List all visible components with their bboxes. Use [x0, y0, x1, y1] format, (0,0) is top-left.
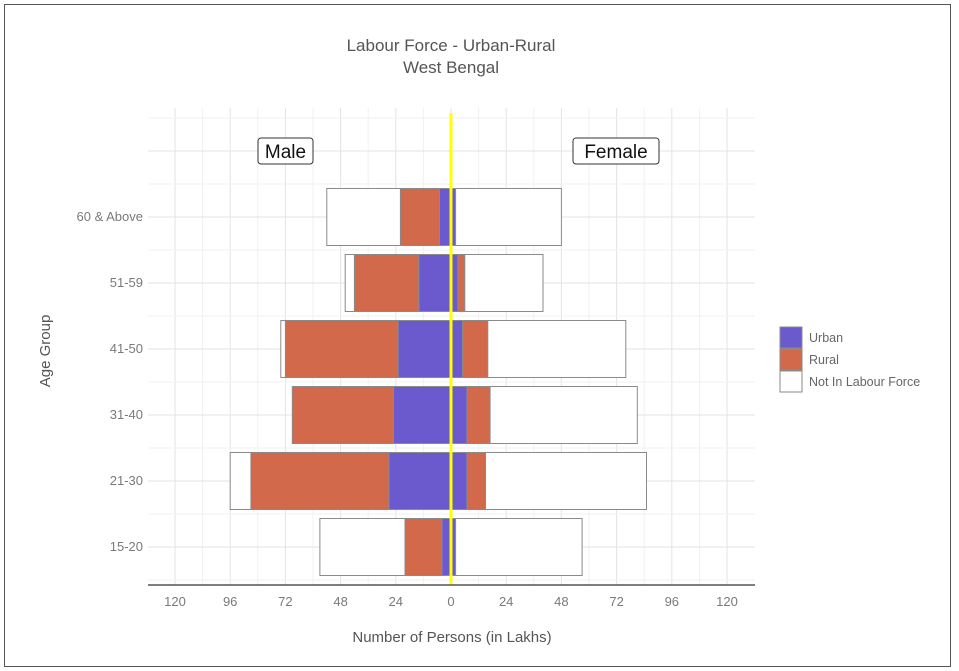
bar-male-urban: [397, 320, 452, 378]
y-tick-label: 15-20: [110, 539, 143, 554]
legend-label: Urban: [809, 331, 843, 345]
chart-title: Labour Force - Urban-Rural: [347, 36, 556, 55]
x-tick-label: 24: [389, 594, 403, 609]
bar-female-not-in-labour-force: [485, 452, 647, 510]
y-tick-label: 51-59: [110, 275, 143, 290]
bar-female-rural: [462, 320, 489, 378]
y-axis-title: Age Group: [37, 315, 54, 388]
x-tick-label: 48: [333, 594, 347, 609]
x-tick-label: 24: [499, 594, 513, 609]
legend-swatch: [779, 348, 803, 371]
population-pyramid-chart: Labour Force - Urban-Rural West Bengal 1…: [37, 36, 920, 646]
y-tick-label: 31-40: [110, 407, 143, 422]
legend-label: Not In Labour Force: [809, 375, 920, 389]
bar-male-urban: [388, 452, 452, 510]
bar-male-not-in-labour-force: [229, 452, 252, 510]
male-label: Male: [265, 142, 306, 163]
legend: Urban Rural Not In Labour Force: [779, 326, 920, 393]
bar-female-urban: [450, 320, 463, 378]
chart-frame: Labour Force - Urban-Rural West Bengal 1…: [4, 4, 951, 667]
bar-female-urban: [450, 452, 468, 510]
bar-female-not-in-labour-force: [487, 320, 627, 378]
bar-female-not-in-labour-force: [455, 188, 562, 246]
bar-male-rural: [353, 254, 420, 312]
female-label: Female: [584, 142, 647, 163]
bar-female-rural: [466, 386, 491, 444]
chart-subtitle: West Bengal: [403, 58, 499, 77]
bar-male-rural: [284, 320, 399, 378]
y-tick-label: 60 & Above: [77, 209, 144, 224]
x-tick-label: 0: [447, 594, 454, 609]
y-tick-label: 21-30: [110, 473, 143, 488]
legend-label: Rural: [809, 353, 839, 367]
female-panel-label: Female: [572, 137, 660, 165]
y-tick-label: 41-50: [110, 341, 143, 356]
bar-female-not-in-labour-force: [455, 518, 583, 576]
bars: [229, 188, 647, 576]
bar-female-urban: [450, 386, 468, 444]
bar-female-not-in-labour-force: [464, 254, 544, 312]
bar-female-not-in-labour-force: [489, 386, 638, 444]
x-tick-label: 96: [665, 594, 679, 609]
bar-male-rural: [291, 386, 394, 444]
legend-swatch: [779, 370, 803, 393]
x-tick-label: 72: [609, 594, 623, 609]
x-tick-label: 120: [716, 594, 738, 609]
x-tick-label: 72: [278, 594, 292, 609]
axes: 15-20 21-30 31-40 41-50 51-59 60 & Above 120 96…: [77, 113, 755, 609]
male-panel-label: Male: [257, 137, 314, 165]
bar-male-urban: [439, 188, 452, 246]
bar-male-not-in-labour-force: [319, 518, 406, 576]
x-tick-label: 96: [223, 594, 237, 609]
bar-male-rural: [399, 188, 440, 246]
legend-swatch: [779, 326, 803, 349]
bar-male-not-in-labour-force: [344, 254, 355, 312]
bar-male-rural: [250, 452, 390, 510]
bar-female-rural: [457, 254, 466, 312]
x-tick-label: 48: [554, 594, 568, 609]
bar-female-rural: [466, 452, 487, 510]
x-tick-label: 120: [164, 594, 186, 609]
bar-male-not-in-labour-force: [280, 320, 286, 378]
bar-male-urban: [418, 254, 452, 312]
bar-male-rural: [404, 518, 443, 576]
x-axis-title: Number of Persons (in Lakhs): [352, 629, 551, 646]
bar-male-urban: [393, 386, 452, 444]
bar-male-not-in-labour-force: [326, 188, 401, 246]
